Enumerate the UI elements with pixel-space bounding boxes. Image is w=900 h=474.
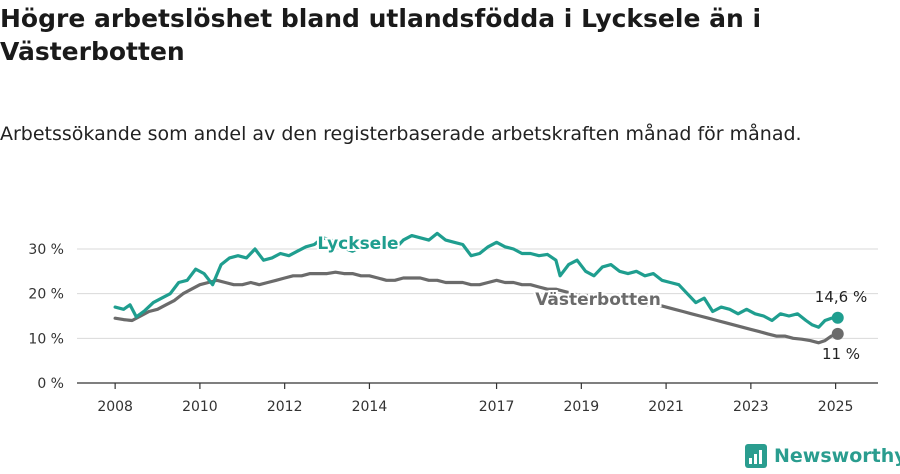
y-tick-label: 30 % (28, 242, 64, 258)
series-label-lycksele: Lycksele (317, 234, 398, 254)
brand-name: Newsworthy (774, 445, 900, 467)
x-tick-label: 2008 (97, 399, 133, 415)
chart-subtitle: Arbetssökande som andel av den registerb… (0, 123, 802, 145)
x-tick-label: 2017 (479, 399, 515, 415)
x-axis: 2008 2010 2012 2014 2017 2019 2021 2023 2025 (77, 382, 878, 415)
x-tick-label: 2019 (564, 399, 600, 415)
chart-grid (77, 248, 878, 339)
series-line-lycksele (113, 231, 840, 329)
series-label-vasterbotten: Västerbotten (535, 290, 661, 310)
x-tick-label: 2021 (648, 399, 684, 415)
y-axis-tick-labels: 0 % 10 % 20 % 30 % (28, 242, 64, 392)
series-line-vasterbotten (113, 270, 840, 345)
end-label-lycksele: 14,6 % (815, 288, 867, 306)
newsworthy-brand: Newsworthy (745, 440, 900, 472)
y-tick-label: 20 % (28, 287, 64, 303)
series-end-point-lycksele (831, 311, 844, 324)
chart-series (113, 231, 844, 345)
newsworthy-logo-icon (745, 444, 767, 468)
chart-labels: Lycksele Västerbotten 14,6 % 11 % (315, 232, 867, 363)
y-tick-label: 10 % (28, 331, 64, 347)
end-label-vasterbotten: 11 % (822, 345, 860, 363)
x-tick-label: 2025 (818, 399, 854, 415)
x-tick-label: 2010 (182, 399, 218, 415)
chart-title: Högre arbetslöshet bland utlandsfödda i … (0, 4, 762, 66)
x-tick-label: 2023 (733, 399, 769, 415)
y-tick-label: 0 % (37, 376, 64, 392)
x-tick-label: 2012 (267, 399, 303, 415)
x-tick-label: 2014 (352, 399, 388, 415)
series-end-point-vasterbotten (831, 327, 844, 340)
